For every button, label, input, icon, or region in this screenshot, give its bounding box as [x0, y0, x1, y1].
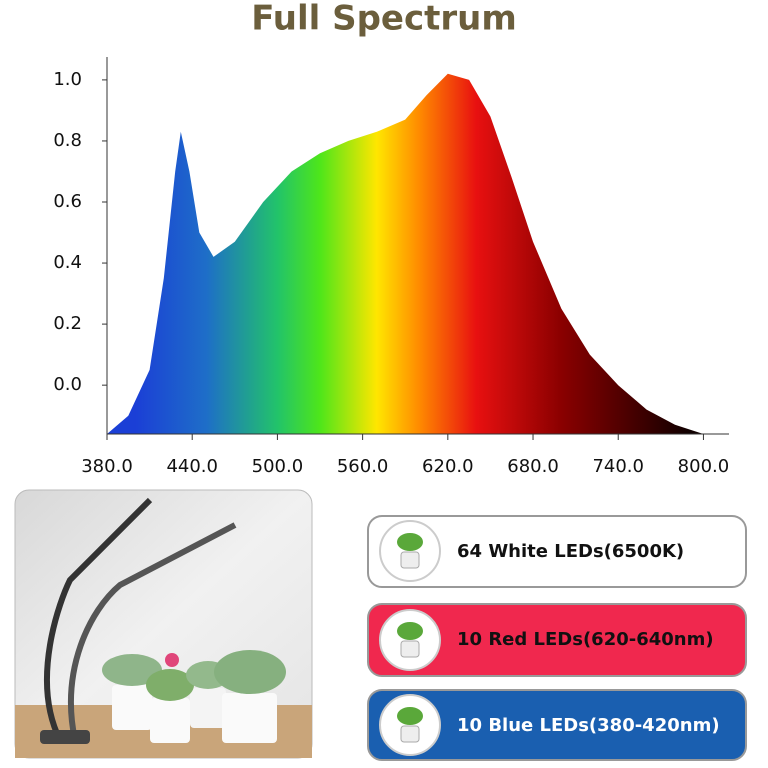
x-tick-label: 620.0: [422, 456, 474, 477]
badge-red: 10 Red LEDs(620-640nm): [367, 603, 747, 677]
badge-blue: 10 Blue LEDs(380-420nm): [367, 689, 747, 761]
x-tick-label: 680.0: [507, 456, 559, 477]
y-tick-label: 0.4: [53, 252, 82, 273]
x-tick-label: 380.0: [81, 456, 133, 477]
product-photo: [14, 489, 313, 759]
x-tick-label: 740.0: [592, 456, 644, 477]
y-tick-label: 0.6: [53, 191, 82, 212]
badge-text: 10 Red LEDs(620-640nm): [457, 629, 714, 650]
badge-text: 10 Blue LEDs(380-420nm): [457, 715, 720, 736]
x-tick-label: 800.0: [678, 456, 730, 477]
badge-white: 64 White LEDs(6500K): [367, 515, 747, 588]
y-tick-label: 0.0: [53, 374, 82, 395]
y-tick-label: 0.2: [53, 313, 82, 334]
y-tick-label: 0.8: [53, 130, 82, 151]
x-tick-label: 440.0: [166, 456, 218, 477]
x-tick-label: 500.0: [252, 456, 304, 477]
spectrum-area: [107, 73, 704, 435]
badge-text: 64 White LEDs(6500K): [457, 541, 684, 562]
y-tick-label: 1.0: [53, 69, 82, 90]
chart-title: Full Spectrum: [251, 0, 517, 39]
x-tick-label: 560.0: [337, 456, 389, 477]
